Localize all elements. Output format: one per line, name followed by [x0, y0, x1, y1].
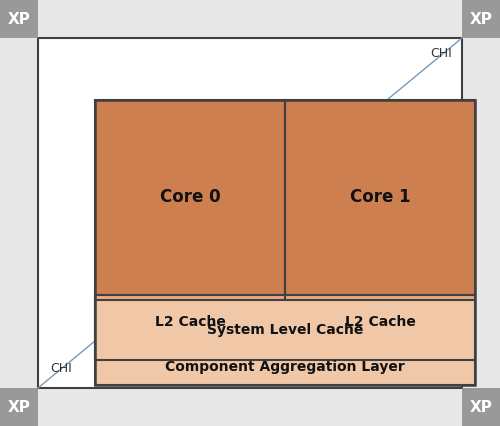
Text: Core 1: Core 1 [350, 188, 410, 207]
Bar [285, 295, 475, 350]
Bar [462, 388, 500, 426]
Bar [0, 0, 38, 38]
Text: XP: XP [8, 400, 30, 414]
Bar [95, 295, 285, 350]
Bar [285, 100, 475, 295]
Bar [38, 38, 462, 388]
Bar [462, 0, 500, 38]
Bar [95, 100, 475, 385]
Text: XP: XP [8, 12, 30, 26]
Text: Component Aggregation Layer: Component Aggregation Layer [165, 360, 405, 374]
Text: L2 Cache: L2 Cache [154, 316, 226, 329]
Bar [95, 300, 475, 360]
Bar [95, 100, 285, 295]
Bar [95, 350, 475, 385]
Text: XP: XP [470, 400, 492, 414]
Text: XP: XP [470, 12, 492, 26]
Bar [0, 388, 38, 426]
Text: System Level Cache: System Level Cache [207, 323, 363, 337]
Text: CHI: CHI [50, 362, 72, 375]
Text: L2 Cache: L2 Cache [344, 316, 416, 329]
Text: CHI: CHI [430, 47, 452, 60]
Text: Core 0: Core 0 [160, 188, 220, 207]
